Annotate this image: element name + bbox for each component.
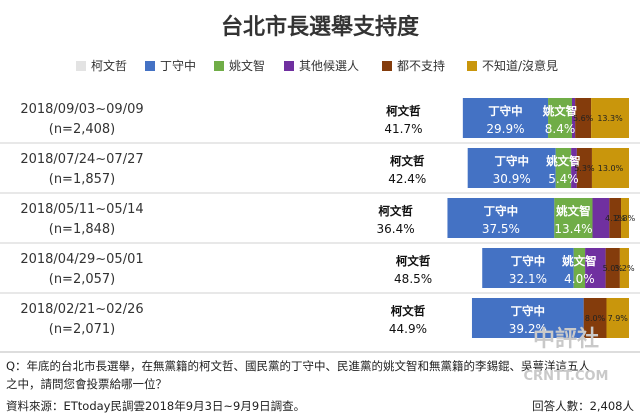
legend-label-4: 都不支持 [397, 58, 445, 73]
bar-segment-丁守中 [471, 298, 584, 338]
bar-segment-其他候選人 [572, 98, 576, 138]
segment-value: 4.0% [564, 272, 595, 286]
sample-size-label: (n=2,071) [49, 322, 116, 337]
segment-name: 姚文智 [561, 254, 597, 268]
bar-segment-不知道/沒意見 [619, 248, 629, 288]
segment-value-small: 5.3% [574, 164, 595, 173]
bar-segment-都不支持 [583, 298, 607, 338]
segment-value-small: 8.0% [585, 314, 606, 323]
bar-segment-姚文智 [548, 98, 572, 138]
segment-value: 30.9% [493, 172, 531, 186]
segment-value: 39.2% [509, 322, 547, 336]
bar-segment-不知道/沒意見 [591, 148, 629, 188]
segment-value: 13.4% [554, 222, 592, 236]
period-label: 2018/07/24~07/27 [20, 152, 143, 167]
segment-value: 36.4% [377, 222, 415, 236]
segment-value-small: 3.2% [614, 264, 635, 273]
legend-swatch-1 [145, 61, 155, 71]
legend-label-5: 不知道/沒意見 [482, 58, 558, 73]
watermark-sub: CRNTT.COM [524, 369, 609, 384]
period-label: 2018/04/29~05/01 [20, 252, 143, 267]
chart-title: 台北市長選舉支持度 [221, 14, 420, 40]
bar-segment-其他候選人 [592, 198, 610, 238]
period-label: 2018/05/11~05/14 [20, 202, 143, 217]
bar-segment-姚文智 [554, 198, 593, 238]
question-text-line2: 之中，請問您會投票給哪一位？ [6, 377, 167, 391]
segment-value-small: 13.3% [597, 114, 623, 123]
segment-value-small: 2.8% [615, 214, 636, 223]
segment-name: 柯文哲 [386, 104, 421, 118]
segment-value-small: 13.0% [598, 164, 624, 173]
period-label: 2018/02/21~02/26 [20, 302, 143, 317]
segment-value-small: 5.0% [603, 264, 624, 273]
legend-swatch-4 [382, 61, 392, 71]
bar-segment-姚文智 [555, 148, 572, 188]
segment-value: 5.4% [548, 172, 579, 186]
sample-size-label: (n=1,857) [49, 172, 116, 187]
bar-segment-都不支持 [605, 248, 620, 288]
segment-name: 柯文哲 [391, 304, 426, 318]
segment-name: 丁守中 [484, 204, 519, 218]
segment-name: 柯文哲 [390, 154, 425, 168]
segment-name: 柯文哲 [396, 254, 431, 268]
bar-segment-丁守中 [482, 248, 574, 288]
respondents-text: 回答人數：2,408人 [532, 399, 634, 413]
segment-name: 丁守中 [494, 154, 529, 168]
chart-rows: 2018/09/03~09/09 (n=2,408) 柯文哲 41.7% 丁守中 29.9… [0, 98, 640, 338]
legend: 柯文哲 丁守中 姚文智 其他候選人 都不支持 不知道/沒意見 [76, 58, 558, 73]
segment-name: 丁守中 [511, 254, 546, 268]
bar-segment-不知道/沒意見 [621, 198, 629, 238]
segment-value: 41.7% [384, 122, 422, 136]
sample-size-label: (n=2,057) [49, 272, 116, 287]
segment-name: 柯文哲 [378, 204, 413, 218]
bar-segment-丁守中 [467, 148, 556, 188]
legend-swatch-2 [214, 61, 224, 71]
bar-segment-丁守中 [447, 198, 555, 238]
segment-value: 44.9% [389, 322, 427, 336]
bar-segment-都不支持 [609, 198, 622, 238]
source-text: 資料來源：ETtoday民調雲2018年9月3日~9月9日調查。 [6, 399, 305, 413]
segment-value: 29.9% [486, 122, 524, 136]
segment-value: 8.4% [545, 122, 576, 136]
sample-size-label: (n=1,848) [49, 222, 116, 237]
segment-value-small: 7.9% [608, 314, 629, 323]
sample-size-label: (n=2,408) [49, 122, 116, 137]
legend-swatch-3 [284, 61, 294, 71]
segment-value-small: 5.6% [573, 114, 594, 123]
bar-segment-不知道/沒意見 [591, 98, 629, 138]
bar-segment-其他候選人 [585, 248, 606, 288]
legend-swatch-5 [467, 61, 477, 71]
period-label: 2018/09/03~09/09 [20, 102, 143, 117]
segment-value: 37.5% [482, 222, 520, 236]
bar-segment-不知道/沒意見 [606, 298, 629, 338]
legend-swatch-0 [76, 61, 86, 71]
watermark-logo: 中評社 [533, 326, 599, 352]
segment-name: 姚文智 [542, 104, 578, 118]
legend-label-3: 其他候選人 [299, 59, 359, 73]
segment-value: 42.4% [388, 172, 426, 186]
segment-name: 丁守中 [511, 304, 546, 318]
segment-value: 48.5% [394, 272, 432, 286]
bar-segment-姚文智 [573, 248, 586, 288]
bar-segment-都不支持 [575, 98, 592, 138]
question-text-line1: Q：年底的台北市長選舉，在無黨籍的柯文哲、國民黨的丁守中、民進黨的姚文智和無黨籍… [6, 359, 591, 373]
segment-name: 姚文智 [545, 154, 581, 168]
bar-segment-丁守中 [462, 98, 549, 138]
segment-name: 丁守中 [488, 104, 523, 118]
legend-label-2: 姚文智 [229, 58, 265, 73]
bar-segment-都不支持 [576, 148, 592, 188]
legend-label-0: 柯文哲 [91, 58, 127, 73]
legend-label-1: 丁守中 [160, 58, 196, 73]
segment-name: 姚文智 [555, 204, 591, 218]
bar-segment-其他候選人 [571, 148, 577, 188]
segment-value-small: 4.1% [605, 214, 626, 223]
segment-value: 32.1% [509, 272, 547, 286]
